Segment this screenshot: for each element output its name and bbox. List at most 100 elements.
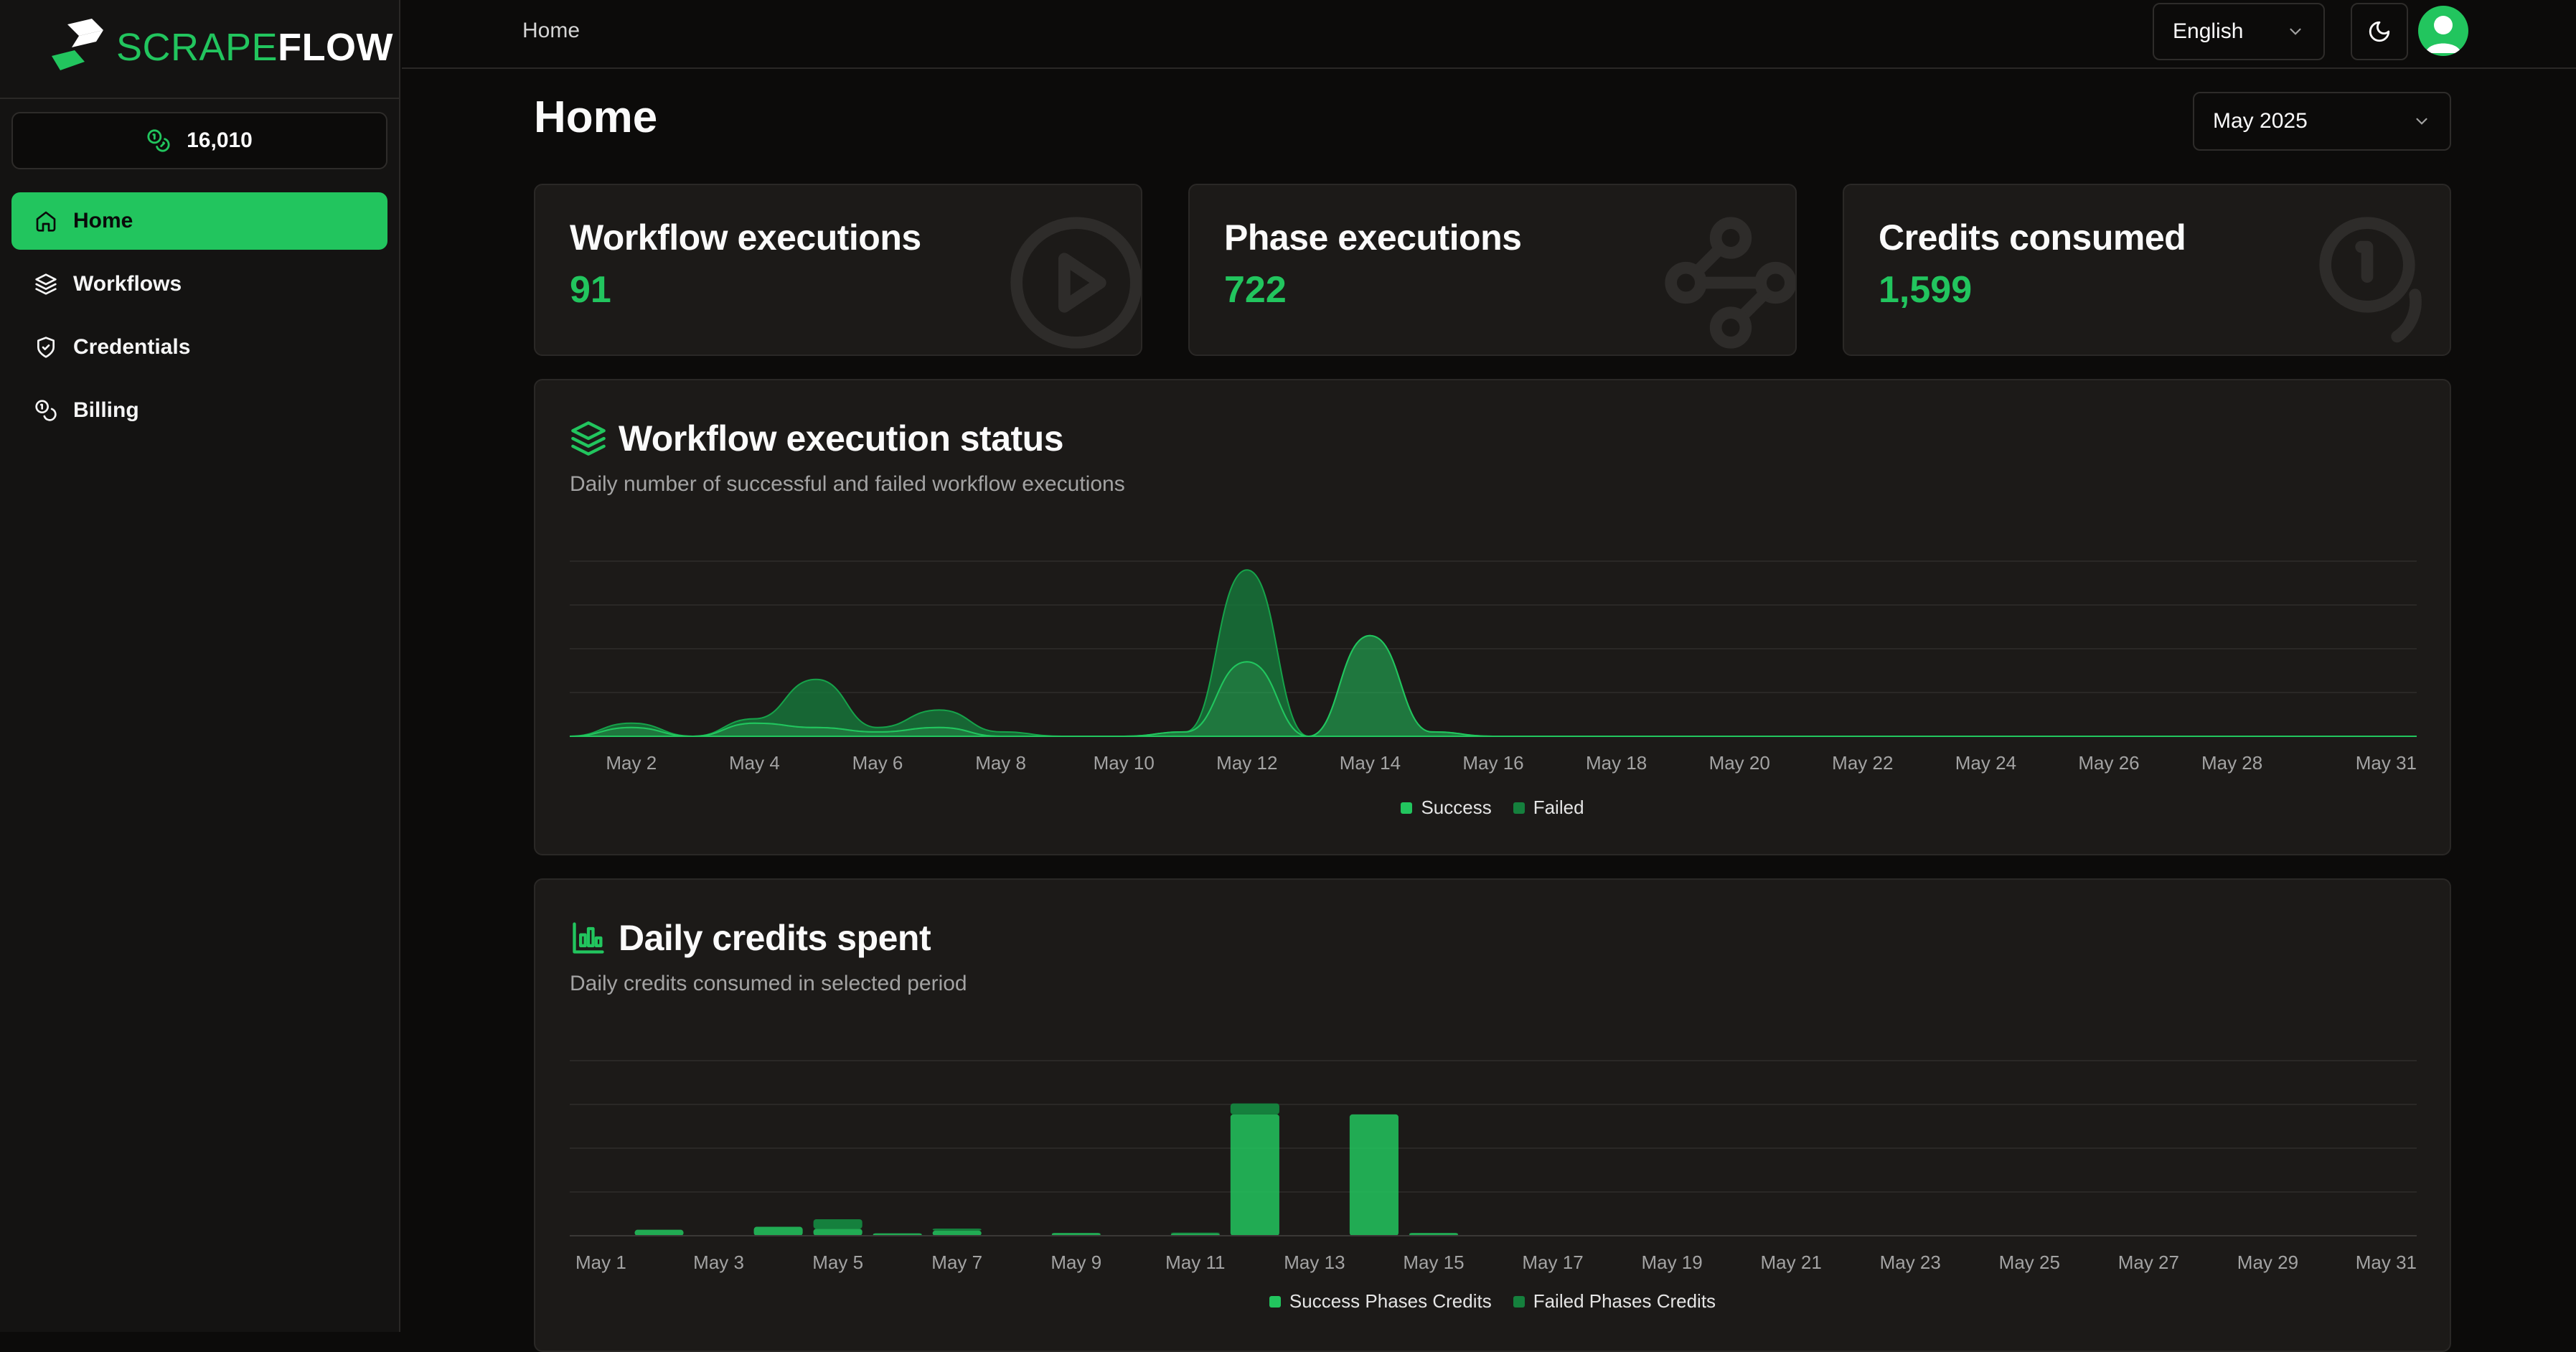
coin-icon [2319, 217, 2422, 343]
stat-value: 722 [1224, 269, 1287, 311]
x-tick-label: May 12 [1216, 752, 1277, 774]
stat-card-phase-executions: Phase executions 722 [1188, 184, 1797, 356]
logo[interactable]: SCRAPEFLOW [46, 19, 393, 76]
sidebar-item-label: Credentials [73, 335, 191, 359]
bar-success[interactable] [932, 1230, 982, 1236]
waypoints-icon [1665, 217, 1795, 349]
x-tick-label: May 1 [575, 1252, 626, 1273]
x-tick-label: May 14 [1340, 752, 1401, 774]
legend-label: Failed [1533, 797, 1584, 818]
bar-success[interactable] [753, 1226, 803, 1236]
language-select[interactable]: English [2153, 3, 2325, 60]
credits-value: 16,010 [187, 128, 253, 152]
x-tick-label: May 3 [693, 1252, 744, 1273]
series-area-failed[interactable] [569, 569, 2417, 738]
legend-swatch [1513, 802, 1525, 814]
legend-swatch [1513, 1295, 1525, 1308]
panel-subtitle: Daily number of successful and failed wo… [570, 472, 1125, 496]
moon-icon [2369, 21, 2390, 42]
execution-status-panel: Workflow execution status Daily number o… [534, 379, 2451, 855]
logo-icon [52, 19, 103, 70]
x-tick-label: May 17 [1522, 1252, 1583, 1273]
user-icon [2425, 16, 2461, 53]
top-bar: Home English [402, 0, 2576, 69]
legend-item-success-phases-credits[interactable]: Success Phases Credits [1269, 1290, 1492, 1313]
sidebar-item-credentials[interactable]: Credentials [11, 319, 387, 376]
legend-item-failed-phases-credits[interactable]: Failed Phases Credits [1513, 1290, 1716, 1313]
x-tick-label: May 16 [1462, 752, 1523, 774]
credits-balance[interactable]: 16,010 [11, 112, 387, 169]
x-tick-label: May 15 [1403, 1252, 1464, 1273]
sidebar-item-label: Workflows [73, 272, 182, 296]
panel-header: Workflow execution status [570, 418, 1064, 459]
period-select[interactable]: May 2025 [2193, 92, 2451, 151]
legend-item-success[interactable]: Success [1401, 797, 1492, 819]
stat-value: 91 [570, 269, 611, 311]
panel-subtitle: Daily credits consumed in selected perio… [570, 972, 967, 995]
sidebar-item-workflows[interactable]: Workflows [11, 255, 387, 313]
sidebar-item-billing[interactable]: Billing [11, 382, 387, 439]
bar-failed[interactable] [1230, 1103, 1279, 1114]
stat-label: Credits consumed [1879, 217, 2186, 258]
sidebar-item-label: Home [73, 209, 133, 233]
x-tick-label: May 13 [1284, 1252, 1345, 1273]
bar-success[interactable] [1230, 1114, 1279, 1236]
x-tick-label: May 2 [606, 752, 657, 774]
legend-label: Failed Phases Credits [1533, 1290, 1716, 1312]
stat-card-credits-consumed: Credits consumed 1,599 [1843, 184, 2451, 356]
bar-success[interactable] [813, 1229, 862, 1236]
x-tick-label: May 23 [1880, 1252, 1941, 1273]
bar-failed[interactable] [932, 1229, 982, 1231]
legend-swatch [1269, 1295, 1281, 1308]
x-tick-label: May 19 [1641, 1252, 1702, 1273]
x-tick-label: May 5 [812, 1252, 863, 1273]
daily-credits-chart[interactable]: May 1 May 3 May 5 May 7 May 9 May 11 May 13 May… [535, 880, 2453, 1325]
x-tick-label: May 18 [1586, 752, 1647, 774]
avatar[interactable] [2418, 6, 2468, 56]
x-tick-label: May 27 [2118, 1252, 2179, 1273]
stat-card-workflow-executions: Workflow executions 91 [534, 184, 1142, 356]
theme-toggle-button[interactable] [2351, 3, 2408, 60]
sidebar-divider [0, 98, 399, 99]
panel-header: Daily credits spent [570, 917, 931, 959]
language-value: English [2173, 19, 2244, 43]
shield-check-icon [37, 337, 55, 358]
page-title: Home [534, 93, 658, 142]
bar-failed[interactable] [1170, 1232, 1220, 1234]
coins-icon [147, 129, 170, 152]
circle-play-icon [1010, 217, 1141, 349]
x-tick-label: May 8 [975, 752, 1026, 774]
chevron-down-icon [2290, 28, 2301, 35]
stat-label: Workflow executions [570, 217, 921, 258]
legend-label: Success Phases Credits [1289, 1290, 1492, 1312]
layers-icon [571, 421, 606, 456]
x-tick-label: May 6 [852, 752, 903, 774]
coins-icon [35, 400, 57, 421]
layers-icon [35, 273, 57, 295]
x-tick-label: May 20 [1709, 752, 1770, 774]
chevron-down-icon [2416, 118, 2427, 125]
bar-success[interactable] [634, 1229, 684, 1236]
x-tick-label: May 31 [2356, 752, 2417, 774]
x-tick-label: May 4 [729, 752, 780, 774]
chart-legend: Success Phases Credits Failed Phases Cre… [535, 1290, 2450, 1313]
x-tick-label: May 9 [1050, 1252, 1101, 1273]
sidebar-item-home[interactable]: Home [11, 192, 387, 250]
execution-status-chart[interactable]: May 2 May 4 May 6 May 8 May 10 May 12 May 14 Ma… [535, 380, 2453, 857]
stat-value: 1,599 [1879, 269, 1973, 311]
x-tick-label: May 11 [1165, 1252, 1225, 1273]
x-tick-label: May 22 [1832, 752, 1893, 774]
chart-column-icon [573, 922, 604, 954]
stat-label: Phase executions [1224, 217, 1522, 258]
legend-item-failed[interactable]: Failed [1513, 797, 1584, 819]
bar-success[interactable] [1349, 1114, 1399, 1236]
legend-label: Success [1421, 797, 1492, 818]
breadcrumb[interactable]: Home [522, 19, 580, 42]
chart-legend: Success Failed [535, 797, 2450, 819]
panel-title: Daily credits spent [619, 918, 931, 958]
x-tick-label: May 10 [1094, 752, 1155, 774]
x-tick-label: May 31 [2356, 1252, 2417, 1273]
x-tick-label: May 25 [1999, 1252, 2060, 1273]
bar-failed[interactable] [813, 1219, 862, 1229]
period-value: May 2025 [2213, 109, 2308, 133]
